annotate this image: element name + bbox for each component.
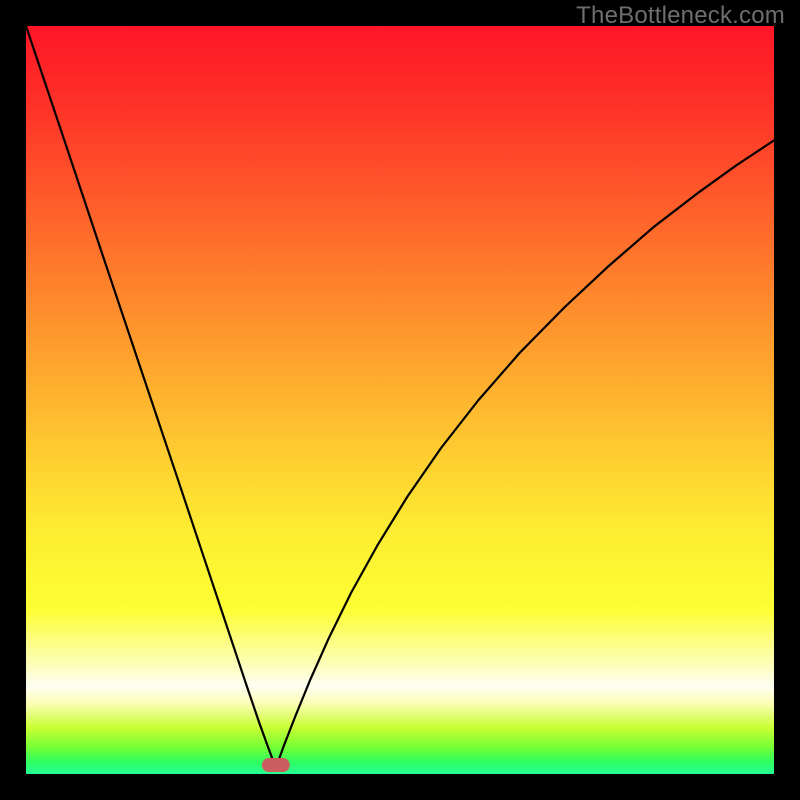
plot-area [26,26,774,774]
gradient-background [26,26,774,774]
optimum-marker [262,758,290,772]
figure-root: TheBottleneck.com [0,0,800,800]
